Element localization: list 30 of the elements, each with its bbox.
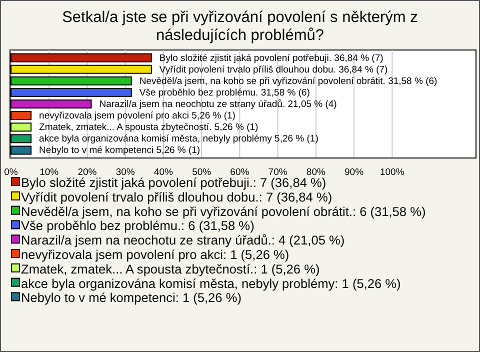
data-label: Zmatek, zmatek... A spousta zbytečností. 5,26 % (1) (39, 122, 258, 134)
x-tick-label: 50% (192, 167, 212, 178)
x-tick-label: 100% (380, 167, 405, 178)
legend-label: Nevěděl/a jsem, na koho se při vyřizování povolení obrátit.: 6 (31,58 %) (21, 204, 426, 219)
data-label: Nevěděl/a jsem, na koho se při vyřizování povolení obrátit. 31,58 % (6) (139, 76, 438, 87)
legend-label: Vyřídit povolení trvalo příliš dlouhou dobu.: 7 (36,84 %) (21, 189, 332, 204)
x-tick-label: 90% (344, 167, 364, 178)
legend-label: Bylo složité zjistit jaká povolení potřebuji.: 7 (36,84 %) (21, 175, 326, 190)
data-label: akce byla organizována komisí města, nebyly problémy 5,26 % (1) (39, 134, 318, 145)
x-tick-label: 10% (40, 167, 60, 178)
x-tick-label: 80% (306, 167, 326, 178)
legend-label: Vše proběhlo bez problému.: 6 (31,58 %) (21, 218, 254, 234)
legend-label: Narazil/a jsem na neochotu ze strany úřadů.: 4 (21,05 %) (21, 232, 345, 248)
x-tick-label: 0% (4, 167, 18, 178)
x-tick-label: 40% (154, 167, 174, 178)
data-label: Narazil/a jsem na neochotu ze strany úřadů. 21,05 % (4) (99, 99, 337, 110)
data-label: nevyřizovala jsem povolení pro akci 5,26 % (1) (39, 110, 236, 122)
data-label: Vyřídit povolení trvalo příliš dlouhou dobu. 36,84 % (7) (159, 64, 388, 76)
legend-label: Zmatek, zmatek... A spousta zbytečností.: 1 (5,26 %) (21, 261, 320, 276)
x-tick-label: 20% (78, 167, 98, 178)
x-tick-label: 30% (116, 167, 136, 178)
legend-label: akce byla organizována komisí města, nebyly problémy: 1 (5,26 %) (21, 276, 401, 291)
data-label: Vše proběhlo bez problému. 31,58 % (6) (139, 87, 310, 98)
x-tick-label: 60% (230, 167, 250, 178)
data-label: Bylo složité zjistit jaká povolení potřebuji. 36,84 % (7) (159, 52, 384, 64)
x-tick-label: 70% (268, 167, 288, 178)
chart-title: Setkal/a jste se při vyřizování povolení s některým z následujících problémů? (62, 9, 418, 44)
legend-label: Nebylo to v mé kompetenci: 1 (5,26 %) (21, 290, 242, 306)
data-label: Nebylo to v mé kompetenci 5,26 % (1) (39, 145, 200, 156)
legend-label: nevyřizovala jsem povolení pro akci: 1 (5,26 %) (21, 247, 290, 262)
